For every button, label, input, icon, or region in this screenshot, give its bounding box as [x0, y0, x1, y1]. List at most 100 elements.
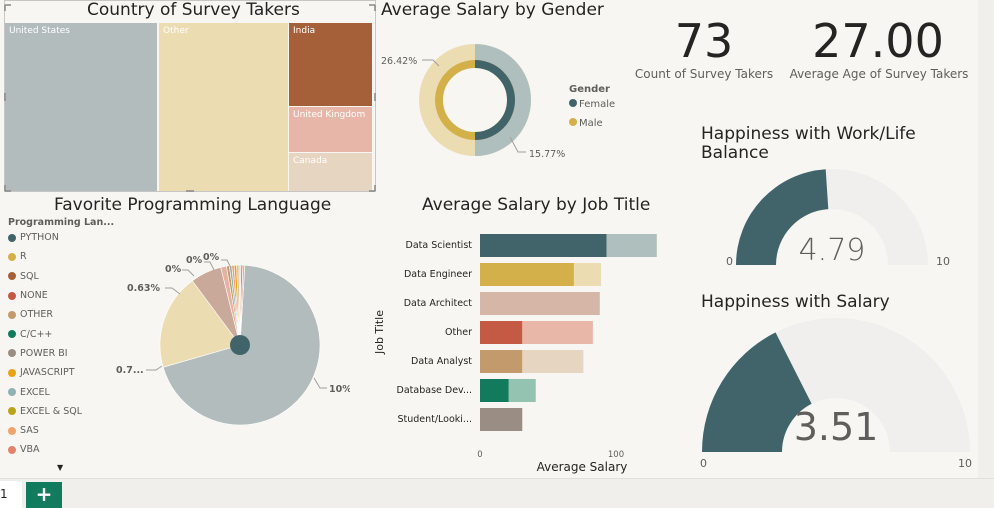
leader-line	[182, 269, 195, 277]
gauge-max: 10	[936, 255, 950, 268]
y-tick-label: Database Dev...	[397, 385, 472, 396]
report-canvas: Country of Survey Takers United States O…	[0, 0, 978, 478]
treemap-cell-united-states[interactable]: United States	[5, 23, 157, 191]
legend-dot	[8, 426, 16, 435]
legend-label: SAS	[20, 425, 39, 437]
vertical-scrollbar[interactable]	[978, 0, 994, 478]
y-axis-label: Job Title	[373, 310, 386, 355]
bar-primary[interactable]	[480, 350, 523, 373]
gender-donut[interactable]: 26.42% 15.77% Gender Female Male	[375, 22, 625, 172]
gauge-max: 10	[958, 457, 972, 470]
leader-line	[221, 259, 232, 269]
y-tick-label: Data Analyst	[411, 356, 472, 367]
gender-title: Average Salary by Gender	[381, 0, 604, 20]
legend-dot	[8, 407, 16, 416]
bar-primary[interactable]	[480, 292, 600, 315]
legend-dot-female	[569, 99, 577, 107]
gender-label-2: 15.77%	[529, 149, 565, 160]
language-legend-item[interactable]: NONE	[8, 286, 128, 305]
legend-label-male[interactable]: Male	[579, 118, 603, 129]
bar-primary[interactable]	[480, 321, 523, 344]
legend-label: NONE	[20, 290, 48, 302]
country-title: Country of Survey Takers	[87, 0, 300, 20]
gauge-min: 0	[700, 457, 707, 470]
add-page-button[interactable]: +	[26, 482, 62, 508]
gauge-fill	[702, 332, 812, 452]
gauge-value: 3.51	[794, 405, 879, 449]
language-legend-item[interactable]: OTHER	[8, 305, 128, 324]
pie-label-3: 0%	[203, 252, 220, 263]
language-legend-item[interactable]: EXCEL	[8, 382, 128, 401]
job-title-bar-chart[interactable]: Job Title Data Scientist Data Engineer Dat…	[366, 222, 676, 478]
treemap-label: United Kingdom	[293, 110, 366, 120]
legend-label-female[interactable]: Female	[579, 99, 615, 110]
legend-dot	[8, 368, 16, 377]
legend-label: C/C++	[20, 328, 53, 340]
bar-primary[interactable]	[480, 379, 509, 402]
resize-handles[interactable]	[0, 0, 380, 196]
bar-primary[interactable]	[480, 408, 523, 431]
y-tick-label: Data Architect	[404, 298, 473, 309]
legend-label: R	[20, 251, 27, 263]
treemap-cell-india[interactable]: India	[289, 23, 372, 106]
legend-label: VBA	[20, 444, 40, 456]
language-legend-item[interactable]: R	[8, 247, 128, 266]
language-pie[interactable]: 0% 0% 0% 0.63% 0.7... 10%	[110, 250, 350, 445]
pie-slice-vba[interactable]	[239, 264, 246, 346]
treemap-cell-other[interactable]: Other	[159, 23, 288, 191]
gender-label-1: 26.42%	[381, 56, 417, 67]
treemap-cell-canada[interactable]: Canada	[289, 153, 372, 191]
legend-scroll-down-icon[interactable]: ▼	[57, 463, 64, 472]
donut-ring-inner-female	[474, 60, 515, 140]
language-legend-item[interactable]: POWER BI	[8, 344, 128, 363]
leader-line	[509, 136, 526, 153]
language-legend-item[interactable]: C/C++	[8, 324, 128, 343]
country-treemap[interactable]: United States Other India United Kingdom…	[4, 20, 376, 192]
kpi-age-label: Average Age of Survey Takers	[789, 67, 969, 81]
legend-label: EXCEL	[20, 386, 50, 398]
language-legend-item[interactable]: PYTHON	[8, 228, 128, 247]
job-title-title: Average Salary by Job Title	[422, 195, 651, 215]
legend-dot	[8, 388, 16, 397]
legend-dot-male	[569, 118, 577, 126]
legend-dot	[8, 272, 16, 281]
legend-dot	[8, 252, 16, 261]
pie-label-1: 0%	[165, 264, 182, 275]
language-legend-item[interactable]: JAVASCRIPT	[8, 363, 128, 382]
language-legend-item[interactable]: VBA	[8, 440, 128, 459]
gauge-salary-title: Happiness with Salary	[701, 292, 890, 312]
legend-dot	[8, 330, 16, 339]
x-tick-100: 100	[608, 450, 624, 460]
treemap-cell-united-kingdom[interactable]: United Kingdom	[289, 107, 372, 152]
gauge-salary[interactable]: 3.51 0 10	[694, 312, 978, 472]
gauge-worklife[interactable]: 4.79 0 10	[700, 160, 970, 275]
language-legend: Programming Lan... PYTHON R SQL NONE OTHER C/…	[8, 217, 128, 460]
pie-slice-r[interactable]	[159, 280, 241, 368]
treemap-label: India	[293, 26, 316, 36]
legend-label: OTHER	[20, 309, 54, 321]
pie-label-5: 0.7...	[116, 365, 144, 376]
kpi-age-value: 27.00	[812, 14, 944, 68]
treemap-label: United States	[9, 26, 70, 36]
bar-primary[interactable]	[480, 263, 574, 286]
language-legend-item[interactable]: SQL	[8, 267, 128, 286]
gauge-fill	[736, 169, 829, 265]
legend-label: SQL	[20, 270, 39, 282]
pie-label-4: 0.63%	[127, 283, 160, 294]
leader-line	[204, 261, 215, 271]
leader-line	[146, 365, 163, 371]
page-tab-bar	[0, 478, 994, 508]
y-tick-label: Data Scientist	[406, 240, 473, 251]
language-legend-item[interactable]: EXCEL & SQL	[8, 402, 128, 421]
gauge-value: 4.79	[799, 233, 866, 268]
y-tick-label: Other	[445, 327, 472, 338]
bar-primary[interactable]	[480, 234, 607, 257]
gender-legend-title: Gender	[569, 84, 610, 95]
legend-dot	[8, 291, 16, 300]
legend-dot	[8, 349, 16, 358]
page-tab-current[interactable]: 1	[0, 481, 22, 508]
gauge-worklife-title: Happiness with Work/Life Balance	[701, 124, 916, 163]
leader-line	[313, 377, 327, 389]
language-legend-item[interactable]: SAS	[8, 421, 128, 440]
language-title: Favorite Programming Language	[54, 195, 332, 215]
